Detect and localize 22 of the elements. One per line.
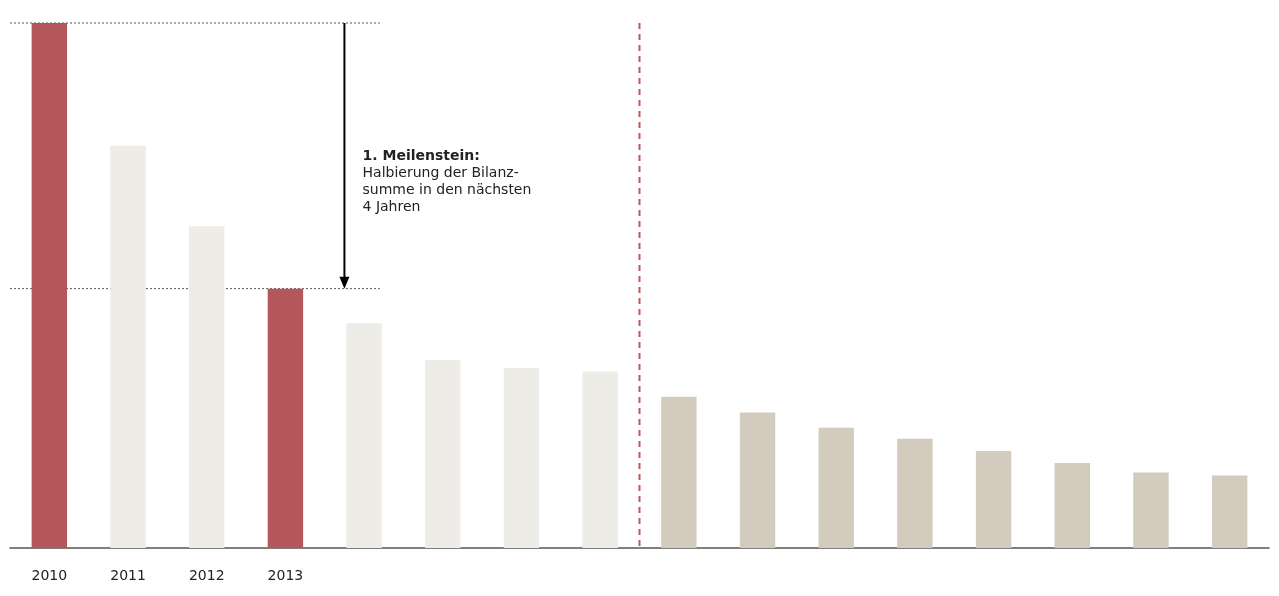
bar [31,23,68,548]
x-tick-label: 2010 [31,567,68,583]
bar [818,427,854,548]
bar [975,450,1012,548]
bar [582,371,618,548]
bar [110,145,146,548]
x-tick-label: 2011 [110,567,146,583]
x-tick-label: 2012 [188,567,225,583]
bar [503,367,540,548]
bar [267,288,304,548]
bar [425,360,461,548]
bar [661,396,697,548]
annotation: Halbierung der Bilanz- summe in den nächsten 4 Jahren [362,163,532,214]
x-tick-label: 2013 [267,567,304,583]
bar [346,323,382,548]
bar [739,412,776,548]
bar [1133,472,1169,548]
bar [1054,462,1090,548]
bar [189,226,225,548]
annotation: 1. Meilenstein: [362,146,480,163]
bar [1211,475,1248,548]
bar [897,438,933,548]
